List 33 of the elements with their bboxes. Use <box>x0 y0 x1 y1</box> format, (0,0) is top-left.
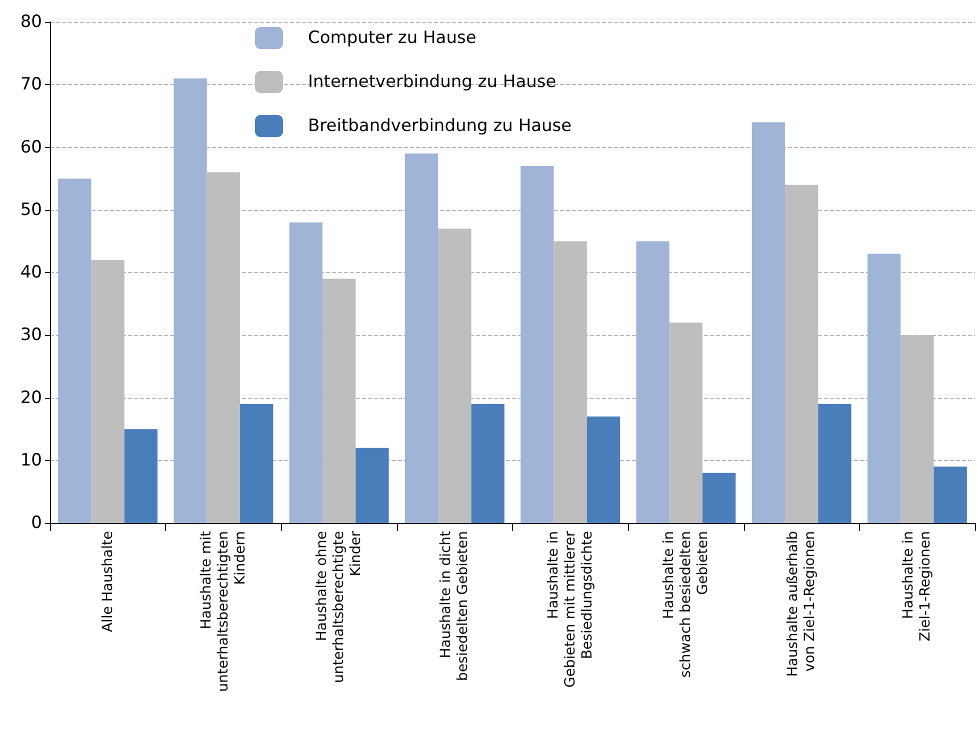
bar <box>289 222 322 523</box>
bar <box>356 448 389 523</box>
y-tick-label: 40 <box>20 262 42 282</box>
y-tick-label: 30 <box>20 325 42 346</box>
y-tick-label: 60 <box>20 137 42 158</box>
x-tick-label: Alle Haushalte <box>100 531 116 632</box>
bar <box>934 466 967 523</box>
y-tick-label: 20 <box>20 388 42 408</box>
y-tick-label: 0 <box>31 513 42 533</box>
x-tick-label: Haushalte in schwach besiedelten Gebieten <box>660 531 711 678</box>
bar <box>124 429 158 523</box>
legend-label: Breitbandverbindung zu Hause <box>308 116 572 136</box>
bar <box>702 472 736 523</box>
bar <box>58 178 92 523</box>
y-tick-label: 50 <box>20 200 42 220</box>
bar <box>818 404 852 523</box>
bar <box>206 172 240 523</box>
bar <box>752 122 785 523</box>
bar <box>636 241 670 523</box>
x-tick-label: Haushalte ohne unterhaltsberechtigte Kinder <box>314 530 364 683</box>
legend-label: Computer zu Hause <box>308 28 476 48</box>
y-tick-label: 80 <box>20 12 42 32</box>
bar <box>404 154 438 523</box>
y-tick-label: 70 <box>20 74 42 95</box>
bar <box>174 78 207 523</box>
bar <box>520 166 554 523</box>
y-tick-label: 10 <box>20 450 42 470</box>
bar <box>586 416 620 523</box>
bar <box>240 404 274 523</box>
bar <box>471 404 504 523</box>
bar <box>867 254 901 523</box>
x-tick-label: Haushalte mit unterhaltsberechtigten Kindern <box>198 530 248 692</box>
legend-label: Internetverbindung zu Hause <box>308 72 556 92</box>
